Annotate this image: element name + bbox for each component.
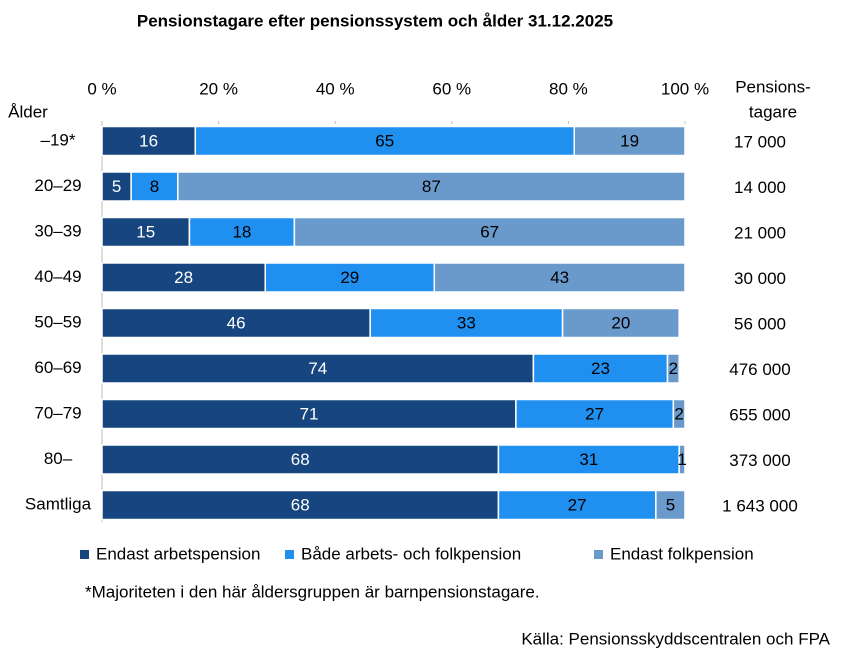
y-tick-label: 70–79 (34, 403, 81, 422)
y-tick-label: –19* (41, 130, 76, 149)
total-label: 476 000 (729, 360, 790, 379)
data-label: 67 (480, 222, 499, 241)
source: Källa: Pensionsskyddscentralen och FPA (521, 629, 830, 648)
x-tick-label: 60 % (432, 79, 471, 98)
total-label: 17 000 (734, 132, 786, 151)
data-label: 23 (591, 359, 610, 378)
data-label: 68 (291, 450, 310, 469)
bar-segment (433, 262, 686, 293)
bar-segment (561, 307, 680, 339)
bar-segment (515, 398, 675, 430)
legend-swatch (594, 550, 603, 559)
bar-segment (101, 307, 371, 339)
bar-segment (369, 307, 564, 339)
legend-label: Endast folkpension (610, 544, 754, 563)
data-label: 33 (457, 313, 476, 332)
x-tick-label: 0 % (87, 79, 116, 98)
data-label: 18 (232, 222, 251, 241)
bar-segment (532, 353, 669, 384)
bar-segment (264, 262, 436, 293)
bar-segment (101, 398, 517, 430)
y-axis-label: Ålder (8, 102, 48, 121)
data-label: 2 (674, 404, 683, 423)
bar-segment (573, 125, 686, 157)
bar-segment (194, 125, 575, 157)
y-tick-label: 30–39 (34, 221, 81, 240)
bar-segment (101, 489, 500, 521)
data-label: 5 (666, 495, 675, 514)
data-label: 1 (677, 450, 686, 469)
bar-segment (655, 489, 686, 521)
data-label: 15 (136, 222, 155, 241)
data-label: 5 (112, 177, 121, 196)
totals-header: Pensions- (735, 77, 811, 96)
total-label: 21 000 (734, 223, 786, 242)
data-label: 71 (300, 404, 319, 423)
bar-segment (177, 171, 686, 202)
data-label: 65 (375, 131, 394, 150)
data-label: 87 (422, 177, 441, 196)
total-label: 655 000 (729, 405, 790, 424)
x-tick-label: 40 % (316, 79, 355, 98)
legend-swatch (285, 550, 294, 559)
x-tick-label: 20 % (199, 79, 238, 98)
y-tick-label: Samtliga (25, 494, 92, 513)
y-tick-label: 50–59 (34, 312, 81, 331)
data-label: 8 (150, 177, 159, 196)
data-label: 68 (291, 495, 310, 514)
y-tick-label: 60–69 (34, 358, 81, 377)
data-label: 28 (174, 268, 193, 287)
x-tick-label: 100 % (661, 79, 709, 98)
total-label: 14 000 (734, 178, 786, 197)
footnote: *Majoriteten i den här åldersgruppen är … (85, 582, 540, 601)
legend-label: Endast arbetspension (96, 544, 260, 563)
bar-segment (101, 171, 132, 202)
data-label: 19 (620, 131, 639, 150)
data-label: 46 (227, 313, 246, 332)
x-tick-label: 80 % (549, 79, 588, 98)
bar-segment (130, 171, 179, 202)
data-label: 43 (550, 268, 569, 287)
data-label: 2 (669, 359, 678, 378)
bar-segment (666, 353, 680, 384)
y-tick-label: 40–49 (34, 267, 81, 286)
total-label: 1 643 000 (722, 496, 798, 515)
data-label: 74 (308, 359, 327, 378)
data-label: 16 (139, 131, 158, 150)
total-label: 373 000 (729, 451, 790, 470)
data-label: 20 (611, 313, 630, 332)
totals-header: tagare (749, 102, 797, 121)
data-label: 31 (579, 450, 598, 469)
bar-segment (293, 216, 686, 248)
bar-segment (678, 444, 686, 475)
data-label: 29 (340, 268, 359, 287)
bar-segment (672, 398, 686, 430)
legend-label: Både arbets- och folkpension (301, 544, 521, 563)
total-label: 30 000 (734, 269, 786, 288)
legend-swatch (80, 550, 89, 559)
bar-segment (101, 125, 197, 157)
data-label: 27 (568, 495, 587, 514)
y-tick-label: 20–29 (34, 176, 81, 195)
bar-segment (101, 353, 535, 384)
total-label: 56 000 (734, 314, 786, 333)
data-label: 27 (585, 404, 604, 423)
chart-title: Pensionstagare efter pensionssystem och … (137, 11, 613, 30)
y-tick-label: 80– (44, 449, 73, 468)
